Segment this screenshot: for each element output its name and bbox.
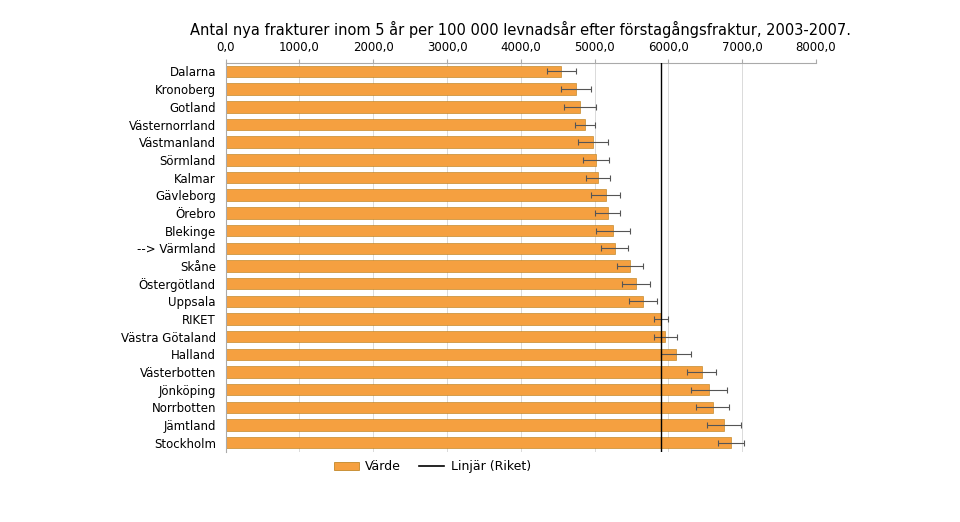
Bar [226,101,580,113]
Bar [226,189,606,201]
Bar [226,172,598,183]
Bar [226,366,702,378]
Bar [226,119,585,130]
Legend: Värde, Linjär (Riket): Värde, Linjär (Riket) [328,455,536,478]
Text: Källa: Patientregistret, Socialstyrelsen: Källa: Patientregistret, Socialstyrelsen [118,493,512,512]
Bar [226,225,613,236]
Bar [226,401,712,413]
Bar [226,384,709,395]
Bar [226,66,562,77]
Bar [226,313,661,325]
Bar [226,154,596,165]
Text: Antal nya frakturer inom 5 år per 100 000 levnadsår efter förstagångsfraktur, 20: Antal nya frakturer inom 5 år per 100 00… [190,21,852,38]
Bar [226,437,732,448]
Bar [226,419,724,431]
Bar [226,349,676,360]
Bar [226,331,665,342]
Bar [226,295,642,307]
Bar [226,136,593,148]
Bar [226,278,636,289]
Bar [226,243,614,254]
Bar [226,84,576,95]
Bar [226,207,608,219]
Bar [226,260,630,271]
